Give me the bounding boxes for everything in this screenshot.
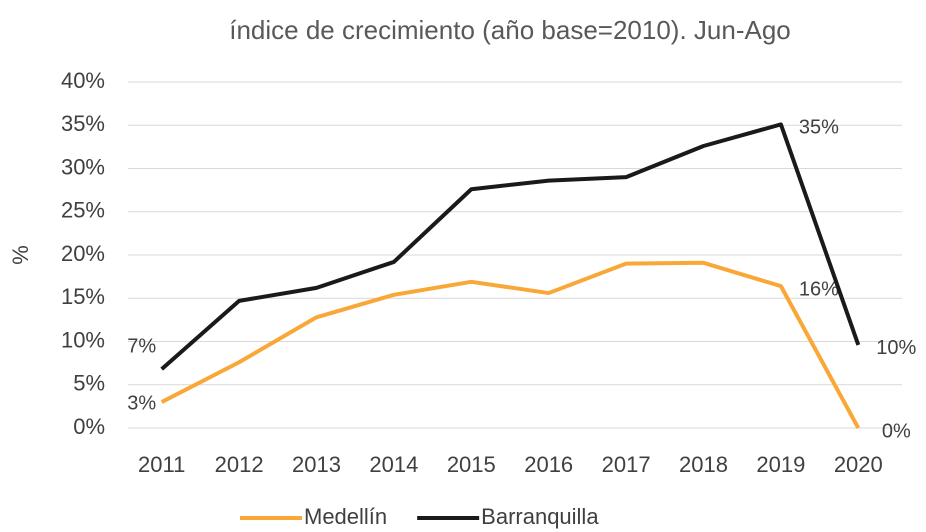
x-tick-label: 2020 <box>834 452 883 477</box>
x-tick-label: 2018 <box>679 452 728 477</box>
data-label: 0% <box>882 420 911 442</box>
data-label: 10% <box>876 337 916 359</box>
x-tick-label: 2016 <box>524 452 573 477</box>
data-label: 16% <box>799 278 839 300</box>
series-line <box>160 260 861 429</box>
y-tick-label: 40% <box>61 68 105 93</box>
y-tick-label: 35% <box>61 111 105 136</box>
legend-label: Medellín <box>304 504 387 529</box>
chart-title: índice de crecimiento (año base=2010). J… <box>229 15 791 45</box>
y-tick-label: 0% <box>73 414 105 439</box>
x-tick-label: 2012 <box>215 452 264 477</box>
x-tick-label: 2017 <box>602 452 651 477</box>
y-tick-label: 5% <box>73 371 105 396</box>
series-line <box>160 122 861 371</box>
legend-label: Barranquilla <box>481 504 599 529</box>
data-label: 35% <box>799 117 839 139</box>
data-label: 3% <box>127 392 156 414</box>
x-tick-label: 2014 <box>369 452 418 477</box>
x-tick-label: 2011 <box>138 452 185 477</box>
x-tick-label: 2015 <box>447 452 496 477</box>
x-tick-label: 2019 <box>756 452 805 477</box>
y-tick-label: 20% <box>61 241 105 266</box>
y-tick-label: 25% <box>61 198 105 223</box>
y-tick-label: 10% <box>61 327 105 352</box>
y-tick-label: 15% <box>61 284 105 309</box>
x-tick-label: 2013 <box>292 452 341 477</box>
data-label: 7% <box>127 335 156 357</box>
y-tick-label: 30% <box>61 154 105 179</box>
y-axis-label: % <box>8 245 33 265</box>
